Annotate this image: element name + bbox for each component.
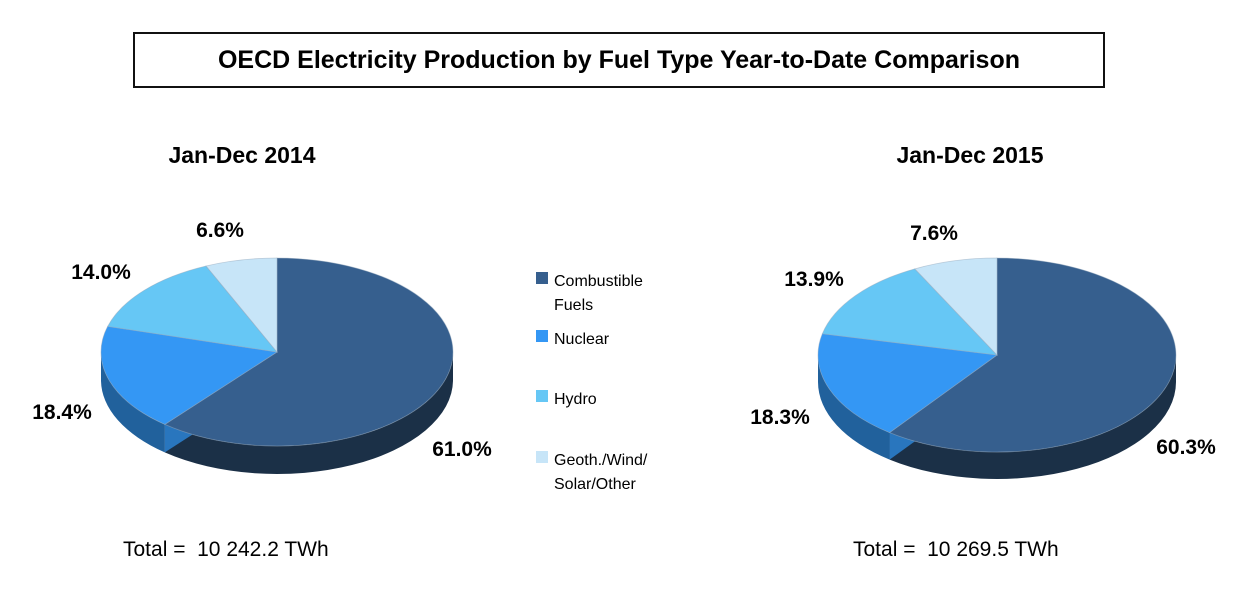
pie-0-percent-label-Hydro: 14.0% [71, 261, 131, 284]
legend-swatch-geoth-wind-solar-other-icon [536, 451, 548, 463]
legend-label-geoth-wind-solar-other: Geoth./Wind/ Solar/Other [554, 452, 648, 493]
pie-0-slice-Combustible Fuels [163, 257, 454, 447]
pie-1-face-Nuclear [889, 355, 997, 460]
pie-0-percent-label-Nuclear: 18.4% [32, 401, 92, 424]
pie-1-slice-Combustible Fuels [888, 257, 1177, 453]
main-title-box: OECD Electricity Production by Fuel Type… [133, 32, 1105, 88]
pie-0-face-Nuclear [164, 352, 277, 453]
legend-swatch-combustible-fuels-icon [536, 272, 548, 284]
legend-swatch-hydro-icon [536, 390, 548, 402]
total-2015: Total = 10 269.5 TWh [853, 538, 1059, 561]
legend-label-hydro: Hydro [554, 391, 597, 408]
pie-0-slice-Nuclear [100, 325, 279, 425]
pie-0-slice-Hydro [107, 265, 278, 353]
pie-1-slice-Nuclear [817, 333, 999, 434]
pie-0-wall-Nuclear [101, 352, 165, 453]
pie-0-percent-label-Combustible Fuels: 61.0% [432, 438, 492, 461]
pie-title-2014: Jan-Dec 2014 [168, 142, 316, 168]
pie-0-wall-Combustible Fuels [164, 352, 453, 475]
pie-1-slice-Hydro [821, 268, 999, 356]
main-title: OECD Electricity Production by Fuel Type… [217, 45, 1020, 74]
legend-item-hydro: Hydro [536, 388, 597, 412]
legend-item-nuclear: Nuclear [536, 328, 609, 352]
pie-1-percent-label-Geoth./Wind/Solar/Other: 7.6% [910, 222, 958, 245]
pie-1-wall-Combustible Fuels [889, 355, 1176, 480]
pie-1-percent-label-Hydro: 13.9% [784, 268, 844, 291]
pie-title-2015: Jan-Dec 2015 [896, 142, 1044, 168]
total-2014: Total = 10 242.2 TWh [123, 538, 329, 561]
pie-1-percent-label-Nuclear: 18.3% [750, 406, 810, 429]
legend-label-combustible-fuels: Combustible Fuels [554, 273, 643, 314]
legend-label-nuclear: Nuclear [554, 331, 610, 348]
legend-item-combustible-fuels: Combustible Fuels [536, 270, 643, 318]
pie-1-wall-Nuclear [818, 355, 890, 460]
legend-swatch-nuclear-icon [536, 330, 548, 342]
pie-1-slice-Geoth./Wind/Solar/Other [914, 257, 998, 356]
pie-1-percent-label-Combustible Fuels: 60.3% [1156, 436, 1216, 459]
pie-0-percent-label-Geoth./Wind/Solar/Other: 6.6% [196, 219, 244, 242]
pie-0-slice-Geoth./Wind/Solar/Other [205, 257, 278, 354]
legend-item-geoth-wind-solar-other: Geoth./Wind/ Solar/Other [536, 449, 647, 497]
